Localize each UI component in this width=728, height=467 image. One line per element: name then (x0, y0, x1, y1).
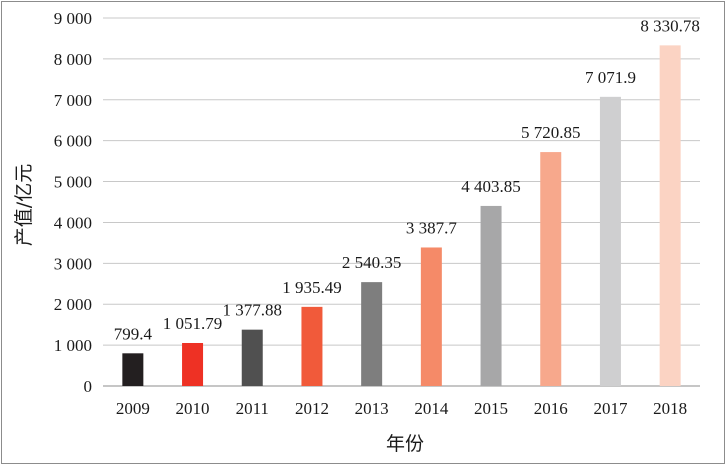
y-tick-label: 5 000 (54, 173, 92, 192)
bar-2013 (361, 282, 383, 386)
x-tick-label: 2016 (534, 399, 568, 418)
y-tick-label: 0 (84, 377, 93, 396)
data-label: 1 935.49 (282, 278, 342, 297)
y-tick-label: 1 000 (54, 336, 92, 355)
bar-2017 (599, 96, 621, 387)
data-label: 1 377.88 (223, 301, 283, 320)
data-label: 7 071.9 (585, 68, 636, 87)
data-label: 799.4 (114, 324, 153, 343)
x-tick-label: 2018 (653, 399, 687, 418)
bar-2014 (420, 247, 442, 386)
x-tick-label: 2011 (236, 399, 269, 418)
x-tick-label: 2010 (176, 399, 210, 418)
bar-2009 (122, 353, 144, 386)
bar-2016 (540, 152, 562, 386)
bar-2015 (480, 205, 502, 386)
y-tick-label: 2 000 (54, 295, 92, 314)
x-tick-labels: 2009 2010 2011 2012 2013 2014 2015 2016 2017 2018 (116, 399, 687, 418)
y-tick-label: 9 000 (54, 9, 92, 28)
x-tick-label: 2009 (116, 399, 150, 418)
bars (122, 45, 681, 387)
y-axis-label: 产值/亿元 (13, 164, 35, 246)
x-axis-label: 年份 (386, 433, 424, 455)
bar-2018 (659, 45, 681, 387)
bar-2010 (182, 342, 204, 386)
data-label: 2 540.35 (342, 253, 402, 272)
data-labels: 799.4 1 051.791 377.88 1 935.492 540.353 3… (114, 16, 700, 343)
y-tick-label: 8 000 (54, 50, 92, 69)
bar-2012 (301, 306, 323, 386)
data-label: 8 330.78 (640, 16, 700, 35)
y-tick-label: 7 000 (54, 91, 92, 110)
data-label: 3 387.7 (406, 218, 458, 237)
x-tick-label: 2013 (355, 399, 389, 418)
data-label: 1 051.79 (163, 314, 223, 333)
y-tick-labels: 0 1 000 2 000 3 000 4 000 5 000 6 000 7 000 8 00… (54, 9, 92, 396)
y-tick-label: 6 000 (54, 132, 92, 151)
data-label: 5 720.85 (521, 123, 581, 142)
y-tick-label: 3 000 (54, 254, 92, 273)
x-tick-label: 2012 (295, 399, 329, 418)
x-tick-label: 2017 (593, 399, 628, 418)
x-tick-label: 2014 (414, 399, 449, 418)
data-label: 4 403.85 (461, 177, 521, 196)
x-tick-label: 2015 (474, 399, 508, 418)
y-tick-label: 4 000 (54, 213, 92, 232)
bar-2011 (241, 329, 263, 386)
